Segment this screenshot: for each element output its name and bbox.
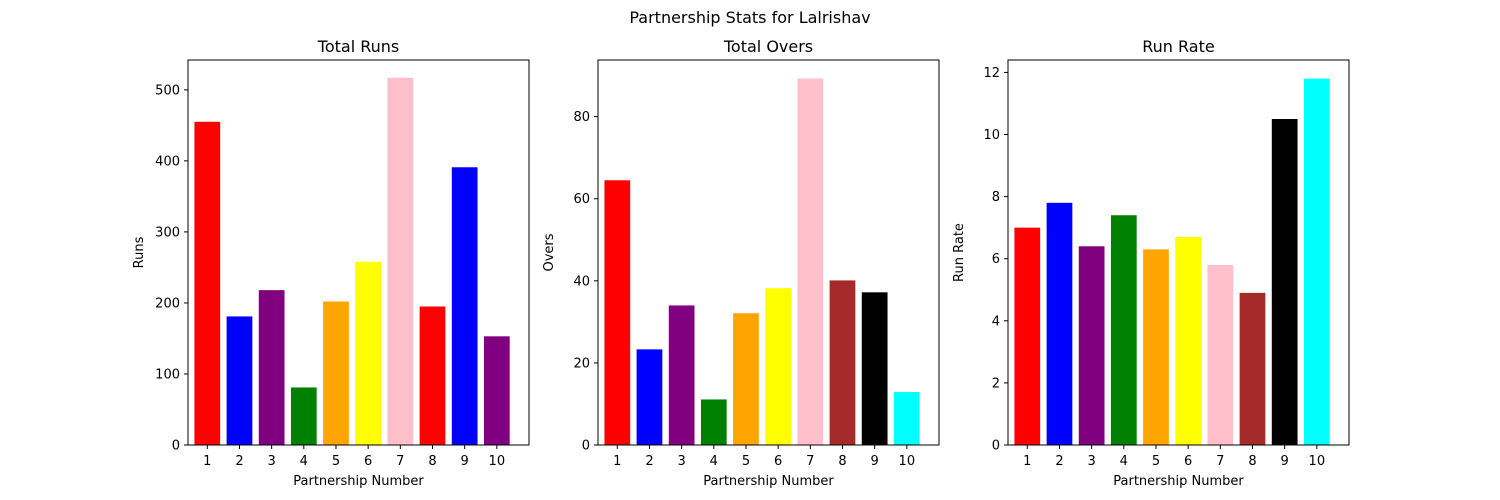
bar-1 — [194, 121, 221, 445]
bar-5 — [1143, 249, 1169, 445]
chart-panel-2: Total Overs 1 2 3 4 5 6 7 8 9 10 0 20 40 60 80 Partnersh… — [542, 37, 940, 489]
y-axis-label: Run Rate — [952, 223, 967, 282]
bar-2 — [636, 349, 663, 445]
bar-3 — [1078, 246, 1105, 445]
x-tick-label: 6 — [1184, 454, 1192, 469]
bar-9 — [861, 292, 888, 445]
bar-10 — [1303, 78, 1330, 446]
x-tick-label: 8 — [428, 454, 436, 469]
y-tick-label: 12 — [983, 66, 1000, 81]
y-tick-label: 500 — [155, 83, 180, 98]
x-tick-label: 6 — [774, 454, 782, 469]
bar-8 — [829, 280, 856, 445]
axes-frame — [597, 59, 940, 446]
bar-6 — [355, 261, 382, 445]
x-tick-label: 3 — [1088, 454, 1096, 469]
x-tick-label: 1 — [1023, 454, 1031, 469]
bar-5 — [323, 301, 349, 445]
x-tick-label: 5 — [332, 454, 340, 469]
bar-3 — [258, 290, 285, 445]
x-tick-label: 2 — [235, 454, 243, 469]
bar-8 — [1239, 292, 1266, 445]
bar-6 — [765, 288, 792, 445]
x-tick-label: 10 — [899, 454, 916, 469]
bar-8 — [419, 306, 446, 445]
bar-9 — [1271, 118, 1298, 445]
y-tick-label: 10 — [983, 128, 1000, 143]
bar-4 — [1110, 215, 1137, 445]
bar-2 — [1046, 202, 1073, 445]
y-tick-label: 0 — [172, 439, 180, 454]
y-tick-label: 200 — [155, 296, 180, 311]
x-tick-label: 7 — [396, 454, 404, 469]
x-tick-label: 2 — [645, 454, 653, 469]
y-tick-label: 100 — [155, 367, 180, 382]
y-tick-label: 80 — [573, 110, 590, 125]
y-tick-label: 6 — [992, 252, 1000, 267]
bar-10 — [893, 392, 920, 445]
y-tick-label: 60 — [573, 192, 590, 207]
x-tick-label: 2 — [1055, 454, 1063, 469]
y-tick-label: 20 — [573, 356, 590, 371]
bar-7 — [387, 77, 414, 445]
x-tick-label: 4 — [300, 454, 308, 469]
bar-9 — [451, 167, 478, 446]
x-axis-label: Partnership Number — [1113, 474, 1244, 489]
figure-suptitle: Partnership Stats for Lalrishav — [629, 8, 870, 27]
chart-title: Total Overs — [723, 37, 813, 56]
x-tick-label: 7 — [1216, 454, 1224, 469]
x-axis-label: Partnership Number — [293, 474, 424, 489]
bar-4 — [700, 399, 727, 445]
y-axis-label: Overs — [542, 233, 557, 271]
x-tick-label: 10 — [489, 454, 506, 469]
chart-title: Total Runs — [317, 37, 399, 56]
x-tick-label: 3 — [268, 454, 276, 469]
bar-3 — [668, 305, 695, 445]
x-tick-label: 7 — [806, 454, 814, 469]
y-tick-label: 400 — [155, 154, 180, 169]
bar-4 — [290, 387, 317, 445]
x-tick-label: 9 — [461, 454, 469, 469]
x-tick-label: 8 — [1248, 454, 1256, 469]
bar-5 — [733, 313, 759, 445]
y-tick-label: 2 — [992, 376, 1000, 391]
y-axis-label: Runs — [132, 236, 147, 268]
x-tick-label: 6 — [364, 454, 372, 469]
bar-10 — [483, 336, 510, 445]
bar-1 — [1014, 227, 1041, 445]
bar-1 — [604, 180, 631, 445]
y-tick-label: 4 — [992, 314, 1000, 329]
bar-7 — [1207, 264, 1234, 445]
x-tick-label: 9 — [1281, 454, 1289, 469]
x-tick-label: 4 — [1120, 454, 1128, 469]
x-tick-label: 1 — [203, 454, 211, 469]
x-tick-label: 9 — [871, 454, 879, 469]
y-tick-label: 8 — [992, 190, 1000, 205]
y-tick-label: 0 — [992, 439, 1000, 454]
x-tick-label: 1 — [613, 454, 621, 469]
bar-2 — [226, 316, 253, 445]
x-tick-label: 8 — [838, 454, 846, 469]
axes-frame — [187, 59, 530, 446]
x-tick-label: 5 — [1152, 454, 1160, 469]
x-tick-label: 5 — [742, 454, 750, 469]
chart-title: Run Rate — [1142, 37, 1214, 56]
x-axis-label: Partnership Number — [703, 474, 834, 489]
axes-frame — [1007, 59, 1350, 446]
y-tick-label: 0 — [582, 439, 590, 454]
x-tick-label: 3 — [678, 454, 686, 469]
y-tick-label: 300 — [155, 225, 180, 240]
y-tick-label: 40 — [573, 274, 590, 289]
bar-6 — [1175, 236, 1202, 445]
x-tick-label: 10 — [1309, 454, 1326, 469]
bar-7 — [797, 78, 824, 445]
x-tick-label: 4 — [710, 454, 718, 469]
